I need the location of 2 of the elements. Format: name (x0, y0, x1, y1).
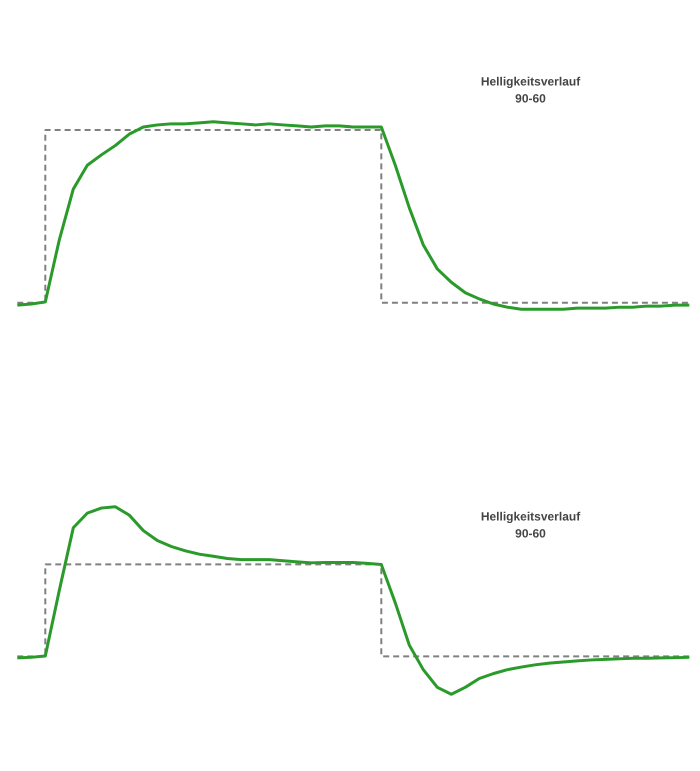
text: Helligkeitsverlauf 90-60 (480, 74, 582, 106)
annotation: Helligkeitsverlauf 90-60 (480, 510, 582, 540)
